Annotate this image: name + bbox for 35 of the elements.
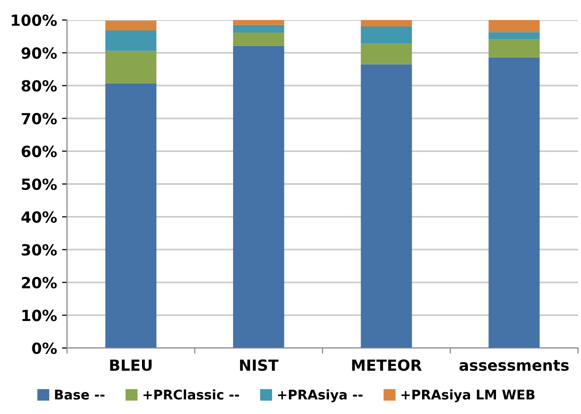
bar [105, 20, 156, 30]
y-tick-label: 70% [22, 112, 57, 124]
y-tick-label: 20% [22, 276, 57, 288]
x-tick-label: METEOR [352, 359, 422, 371]
bar [488, 32, 540, 40]
x-tick-label: NIST [240, 359, 278, 371]
bar [488, 39, 540, 58]
y-tick-label: 30% [22, 244, 57, 256]
bar [233, 46, 284, 348]
legend-label: +PRAsiya -- [278, 389, 362, 402]
x-tick-label: assessments [459, 360, 569, 371]
bar [360, 26, 412, 44]
y-tick-label: 0% [32, 342, 57, 354]
bar [488, 20, 540, 32]
y-tick-label: 100% [12, 14, 57, 26]
y-tick-label: 90% [22, 47, 57, 59]
legend-label: +PRClassic -- [144, 389, 239, 400]
y-tick-label: 50% [22, 178, 57, 190]
y-tick-label: 40% [21, 211, 57, 223]
bar [105, 30, 156, 51]
x-tick-label: BLEU [110, 360, 152, 371]
bar [233, 24, 284, 32]
bar [233, 32, 284, 46]
bar [360, 20, 412, 27]
legend-label: +PRAsiya LM WEB [402, 389, 535, 402]
y-tick-label: 60% [22, 146, 57, 158]
legend-label: Base -- [55, 390, 104, 400]
bar [488, 57, 540, 348]
bar [360, 44, 412, 64]
y-tick-label: 10% [22, 310, 57, 322]
y-tick-label: 80% [22, 80, 57, 92]
bar [105, 50, 156, 84]
bar [233, 20, 284, 25]
bar [360, 64, 412, 348]
bar [105, 83, 156, 348]
